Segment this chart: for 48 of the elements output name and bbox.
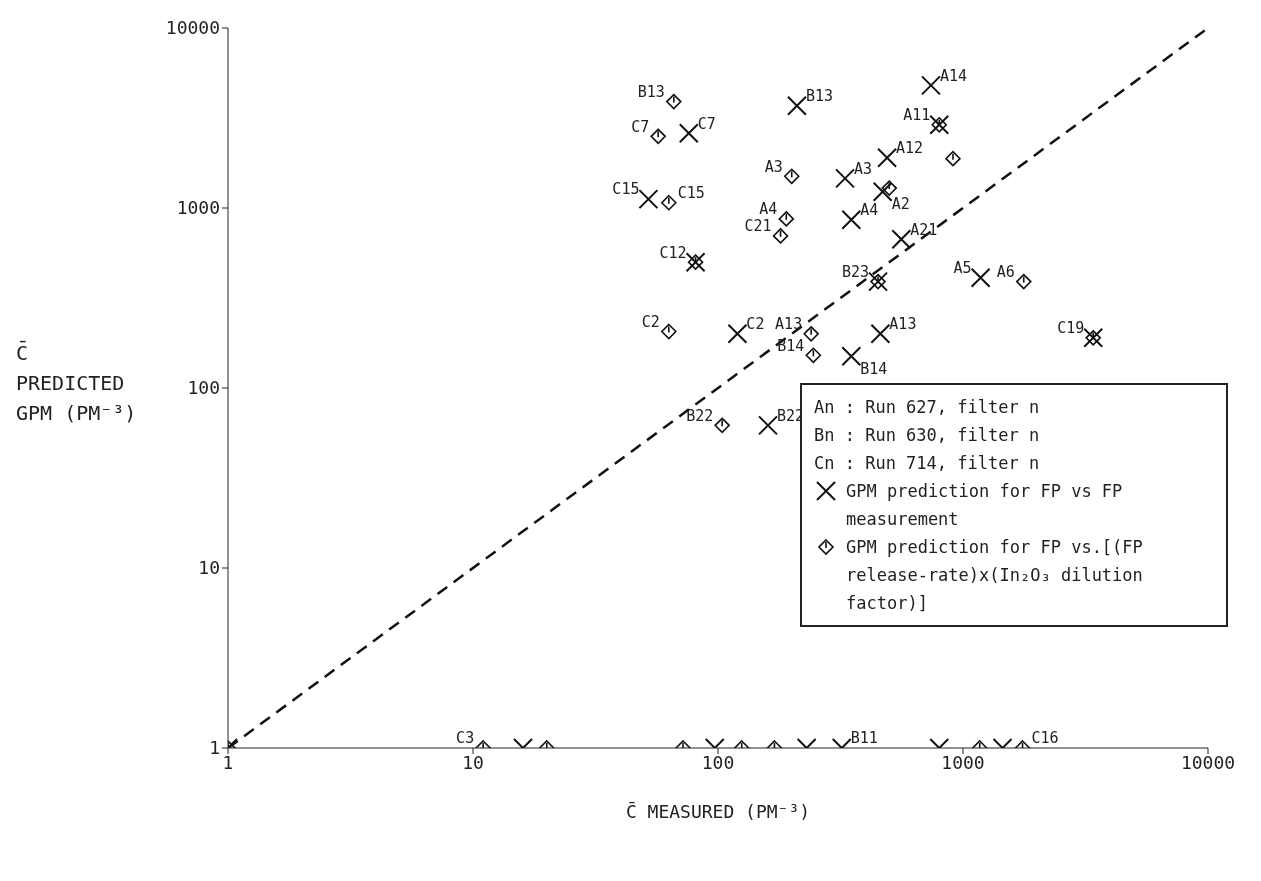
y-axis-title: C̄ PREDICTED GPM (PM⁻³)	[16, 340, 138, 427]
annotation: C3	[456, 729, 475, 748]
annotation: Bn : Run 630, filter n	[814, 424, 1041, 447]
x-tick-label: 1000	[941, 751, 985, 773]
y-tick-label: 1	[209, 737, 220, 759]
y-tick-label: 10	[198, 557, 220, 579]
annotation: C12	[659, 243, 687, 262]
annotation: A3	[854, 159, 873, 178]
annotation: A4	[860, 201, 879, 220]
annotation: C15	[677, 184, 705, 203]
annotation: C15	[612, 180, 640, 199]
annotation: A14	[939, 66, 968, 85]
annotation: B13	[637, 82, 665, 101]
x-tick-label: 1	[222, 751, 234, 773]
annotation: A13	[889, 315, 917, 334]
annotation: A2	[891, 195, 910, 214]
legend-label: GPM prediction for FP vs FP measurement	[846, 480, 1124, 531]
annotation: A4	[759, 200, 778, 219]
annotation: B23	[841, 262, 870, 281]
annotation: B14	[777, 336, 805, 355]
x-tick-label: 10000	[1180, 751, 1236, 773]
y-tick-label: 10000	[165, 17, 220, 39]
annotation: C7	[697, 114, 716, 133]
annotation: C21	[744, 217, 772, 236]
y-tick-label: 100	[187, 377, 220, 399]
annotation: B13	[805, 87, 833, 106]
annotation: C7	[631, 117, 650, 136]
x-axis-title: C̄ MEASURED (PM⁻³)	[625, 800, 811, 822]
annotation: C2	[746, 315, 765, 334]
annotation: A11	[903, 106, 931, 125]
annotation: A12	[896, 139, 924, 158]
annotation: B22	[686, 406, 714, 425]
annotation: A21	[910, 220, 938, 239]
annotation: An : Run 627, filter n	[814, 396, 1041, 419]
y-tick-label: 1000	[176, 197, 220, 219]
annotation: B11	[850, 729, 878, 748]
annotation: A3	[764, 157, 783, 176]
annotation: C16	[1031, 729, 1059, 748]
legend-label: GPM prediction for FP vs.[(FP release-rate)x(In₂O₃ dilution factor)]	[846, 536, 1144, 615]
annotation: A6	[996, 262, 1015, 281]
annotation: A5	[953, 259, 972, 278]
annotation: A13	[775, 315, 803, 334]
x-tick-label: 100	[701, 751, 735, 773]
annotation: C2	[641, 312, 660, 331]
annotation: B14	[860, 359, 888, 378]
x-tick-label: 10	[462, 751, 484, 773]
annotation: Cn : Run 714, filter n	[814, 452, 1041, 475]
annotation: C19	[1057, 319, 1085, 338]
